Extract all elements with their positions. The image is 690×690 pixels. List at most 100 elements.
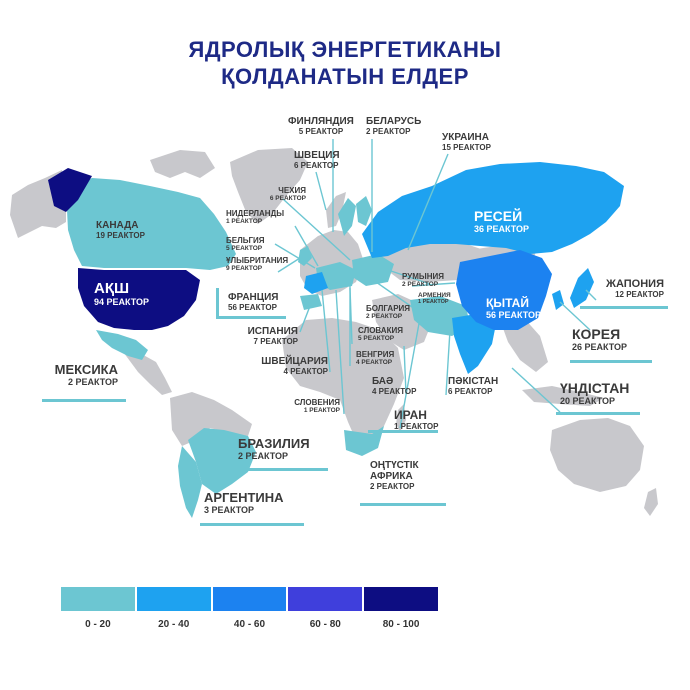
label-slovenia-count: 1 РЕАКТОР [303, 407, 340, 414]
label-korea-name: КОРЕЯ [572, 326, 621, 342]
label-hungary: ВЕНГРИЯ 4 РЕАКТОР [356, 350, 394, 366]
label-czech-count: 6 РЕАКТОР [269, 195, 306, 202]
leader-ukraine [407, 153, 449, 251]
label-uae-name: БАӘ [372, 376, 394, 387]
sweden-shape [338, 198, 356, 236]
label-czech: ЧЕХИЯ 6 РЕАКТОР [258, 186, 306, 202]
leader-switzerland [321, 289, 331, 373]
finland-shape [356, 196, 372, 226]
label-iran-count: 1 РЕАКТОР [394, 422, 439, 431]
label-brazil-name: БРАЗИЛИЯ [238, 436, 310, 451]
label-slovenia-name: СЛОВЕНИЯ [294, 398, 340, 407]
label-india-name: ҮНДІСТАН [560, 380, 630, 396]
label-southafrica: ОҢТҮСТІК АФРИКА 2 РЕАКТОР [370, 460, 419, 491]
label-mexico-count: 2 РЕАКТОР [67, 377, 118, 387]
legend-label-0-20: 0 - 20 [85, 619, 111, 630]
label-korea-count: 26 РЕАКТОР [572, 342, 628, 352]
title-line-2: ҚОЛДАНАТЫН ЕЛДЕР [221, 64, 469, 89]
france-shape [304, 272, 328, 294]
norway-shape [326, 192, 346, 228]
indonesia-shape [522, 386, 604, 406]
legend-label-20-40: 20 - 40 [158, 619, 190, 630]
label-uk: ҰЛЫБРИТАНИЯ 9 РЕАКТОР [226, 256, 288, 272]
korea-shape [552, 290, 564, 310]
label-bulgaria-name: БОЛГАРИЯ [366, 304, 411, 313]
label-czech-name: ЧЕХИЯ [278, 186, 306, 195]
leader-spain [299, 305, 311, 333]
legend-labels: 0 - 20 20 - 40 40 - 60 60 - 80 80 - 100 [61, 619, 438, 630]
label-switzerland: ШВЕЙЦАРИЯ 4 РЕАКТОР [250, 356, 328, 376]
label-bulgaria-count: 2 РЕАКТОР [366, 313, 403, 320]
underline-japan [580, 306, 668, 309]
label-russia: РЕСЕЙ 36 РЕАКТОР [474, 208, 529, 234]
leader-japan [585, 289, 597, 301]
underline-brazil [234, 468, 328, 471]
label-pakistan-count: 6 РЕАКТОР [448, 387, 493, 396]
underline-mexico [42, 399, 126, 402]
label-armenia-name: АРМЕНИЯ [418, 292, 451, 299]
label-sweden-name: ШВЕЦИЯ [294, 150, 340, 161]
leader-netherlands [294, 225, 319, 267]
legend-label-60-80: 60 - 80 [309, 619, 341, 630]
label-southafrica-name-1: ОҢТҮСТІК [370, 460, 419, 471]
canada-shape [66, 178, 236, 270]
se-asia-shape [500, 318, 548, 372]
label-underlines [42, 246, 668, 526]
label-slovakia-name: СЛОВАКИЯ [358, 326, 403, 335]
uk-shape [298, 246, 312, 266]
leader-armenia [411, 282, 456, 287]
label-netherlands-name: НИДЕРЛАНДЫ [226, 209, 285, 218]
label-japan: ЖАПОНИЯ 12 РЕАКТОР [584, 278, 664, 299]
label-sweden-count: 6 РЕАКТОР [294, 161, 339, 170]
south-africa-shape [344, 426, 384, 456]
china-shape [456, 250, 552, 330]
label-france-name: ФРАНЦИЯ [228, 292, 279, 303]
label-japan-count: 12 РЕАКТОР [615, 290, 664, 299]
label-spain: ИСПАНИЯ 7 РЕАКТОР [226, 326, 298, 346]
label-usa: АҚШ 94 РЕАКТОР [94, 280, 149, 307]
legend-label-40-60: 40 - 60 [233, 619, 266, 630]
underline-canada [94, 246, 164, 249]
label-uk-count: 9 РЕАКТОР [226, 265, 263, 272]
underline-india [556, 412, 640, 415]
label-belarus-count: 2 РЕАКТОР [366, 127, 411, 136]
leader-pakistan [445, 329, 451, 396]
brazil-shape [188, 428, 256, 494]
label-sweden: ШВЕЦИЯ 6 РЕАКТОР [294, 150, 340, 170]
india-shape [452, 314, 496, 374]
label-france: ФРАНЦИЯ 56 РЕАКТОР [228, 292, 278, 312]
label-korea: КОРЕЯ 26 РЕАКТОР [572, 326, 627, 352]
leader-belgium [274, 243, 316, 269]
label-china: ҚЫТАЙ 56 РЕАКТОР [486, 296, 541, 320]
label-switzerland-count: 4 РЕАКТОР [283, 367, 328, 376]
label-romania: РУМЫНИЯ 2 РЕАКТОР [402, 272, 444, 288]
greenland-shape [230, 148, 308, 224]
legend-swatch-80-100 [364, 587, 438, 611]
label-russia-count: 36 РЕАКТОР [474, 224, 530, 234]
land-bin-80-100 [48, 168, 200, 330]
label-argentina: АРГЕНТИНА 3 РЕАКТОР [204, 490, 284, 515]
label-hungary-name: ВЕНГРИЯ [356, 350, 395, 359]
underline-korea [570, 360, 652, 363]
label-finland-count: 5 РЕАКТОР [298, 127, 344, 136]
argentina-shape [178, 446, 202, 518]
land-bin-20-40 [304, 162, 624, 374]
label-belarus: БЕЛАРУСЬ 2 РЕАКТОР [366, 116, 421, 136]
label-romania-name: РУМЫНИЯ [402, 272, 444, 281]
legend-swatch-0-20 [61, 587, 135, 611]
leader-iran [399, 317, 421, 429]
leader-lines [274, 139, 597, 429]
legend-swatch-40-60 [212, 587, 287, 611]
spain-shape [300, 294, 322, 310]
label-uae: БАӘ 4 РЕАКТОР [372, 376, 416, 396]
color-legend [61, 587, 438, 611]
russia-shape [362, 162, 624, 258]
legend-swatch-20-40 [136, 587, 211, 611]
label-brazil-count: 2 РЕАКТОР [238, 451, 289, 461]
leader-bulgaria [375, 281, 413, 308]
label-canada-name: КАНАДА [96, 220, 139, 231]
label-mexico: МЕКСИКА 2 РЕАКТОР [40, 362, 118, 387]
underline-argentina [200, 523, 304, 526]
leader-sweden [315, 171, 327, 211]
